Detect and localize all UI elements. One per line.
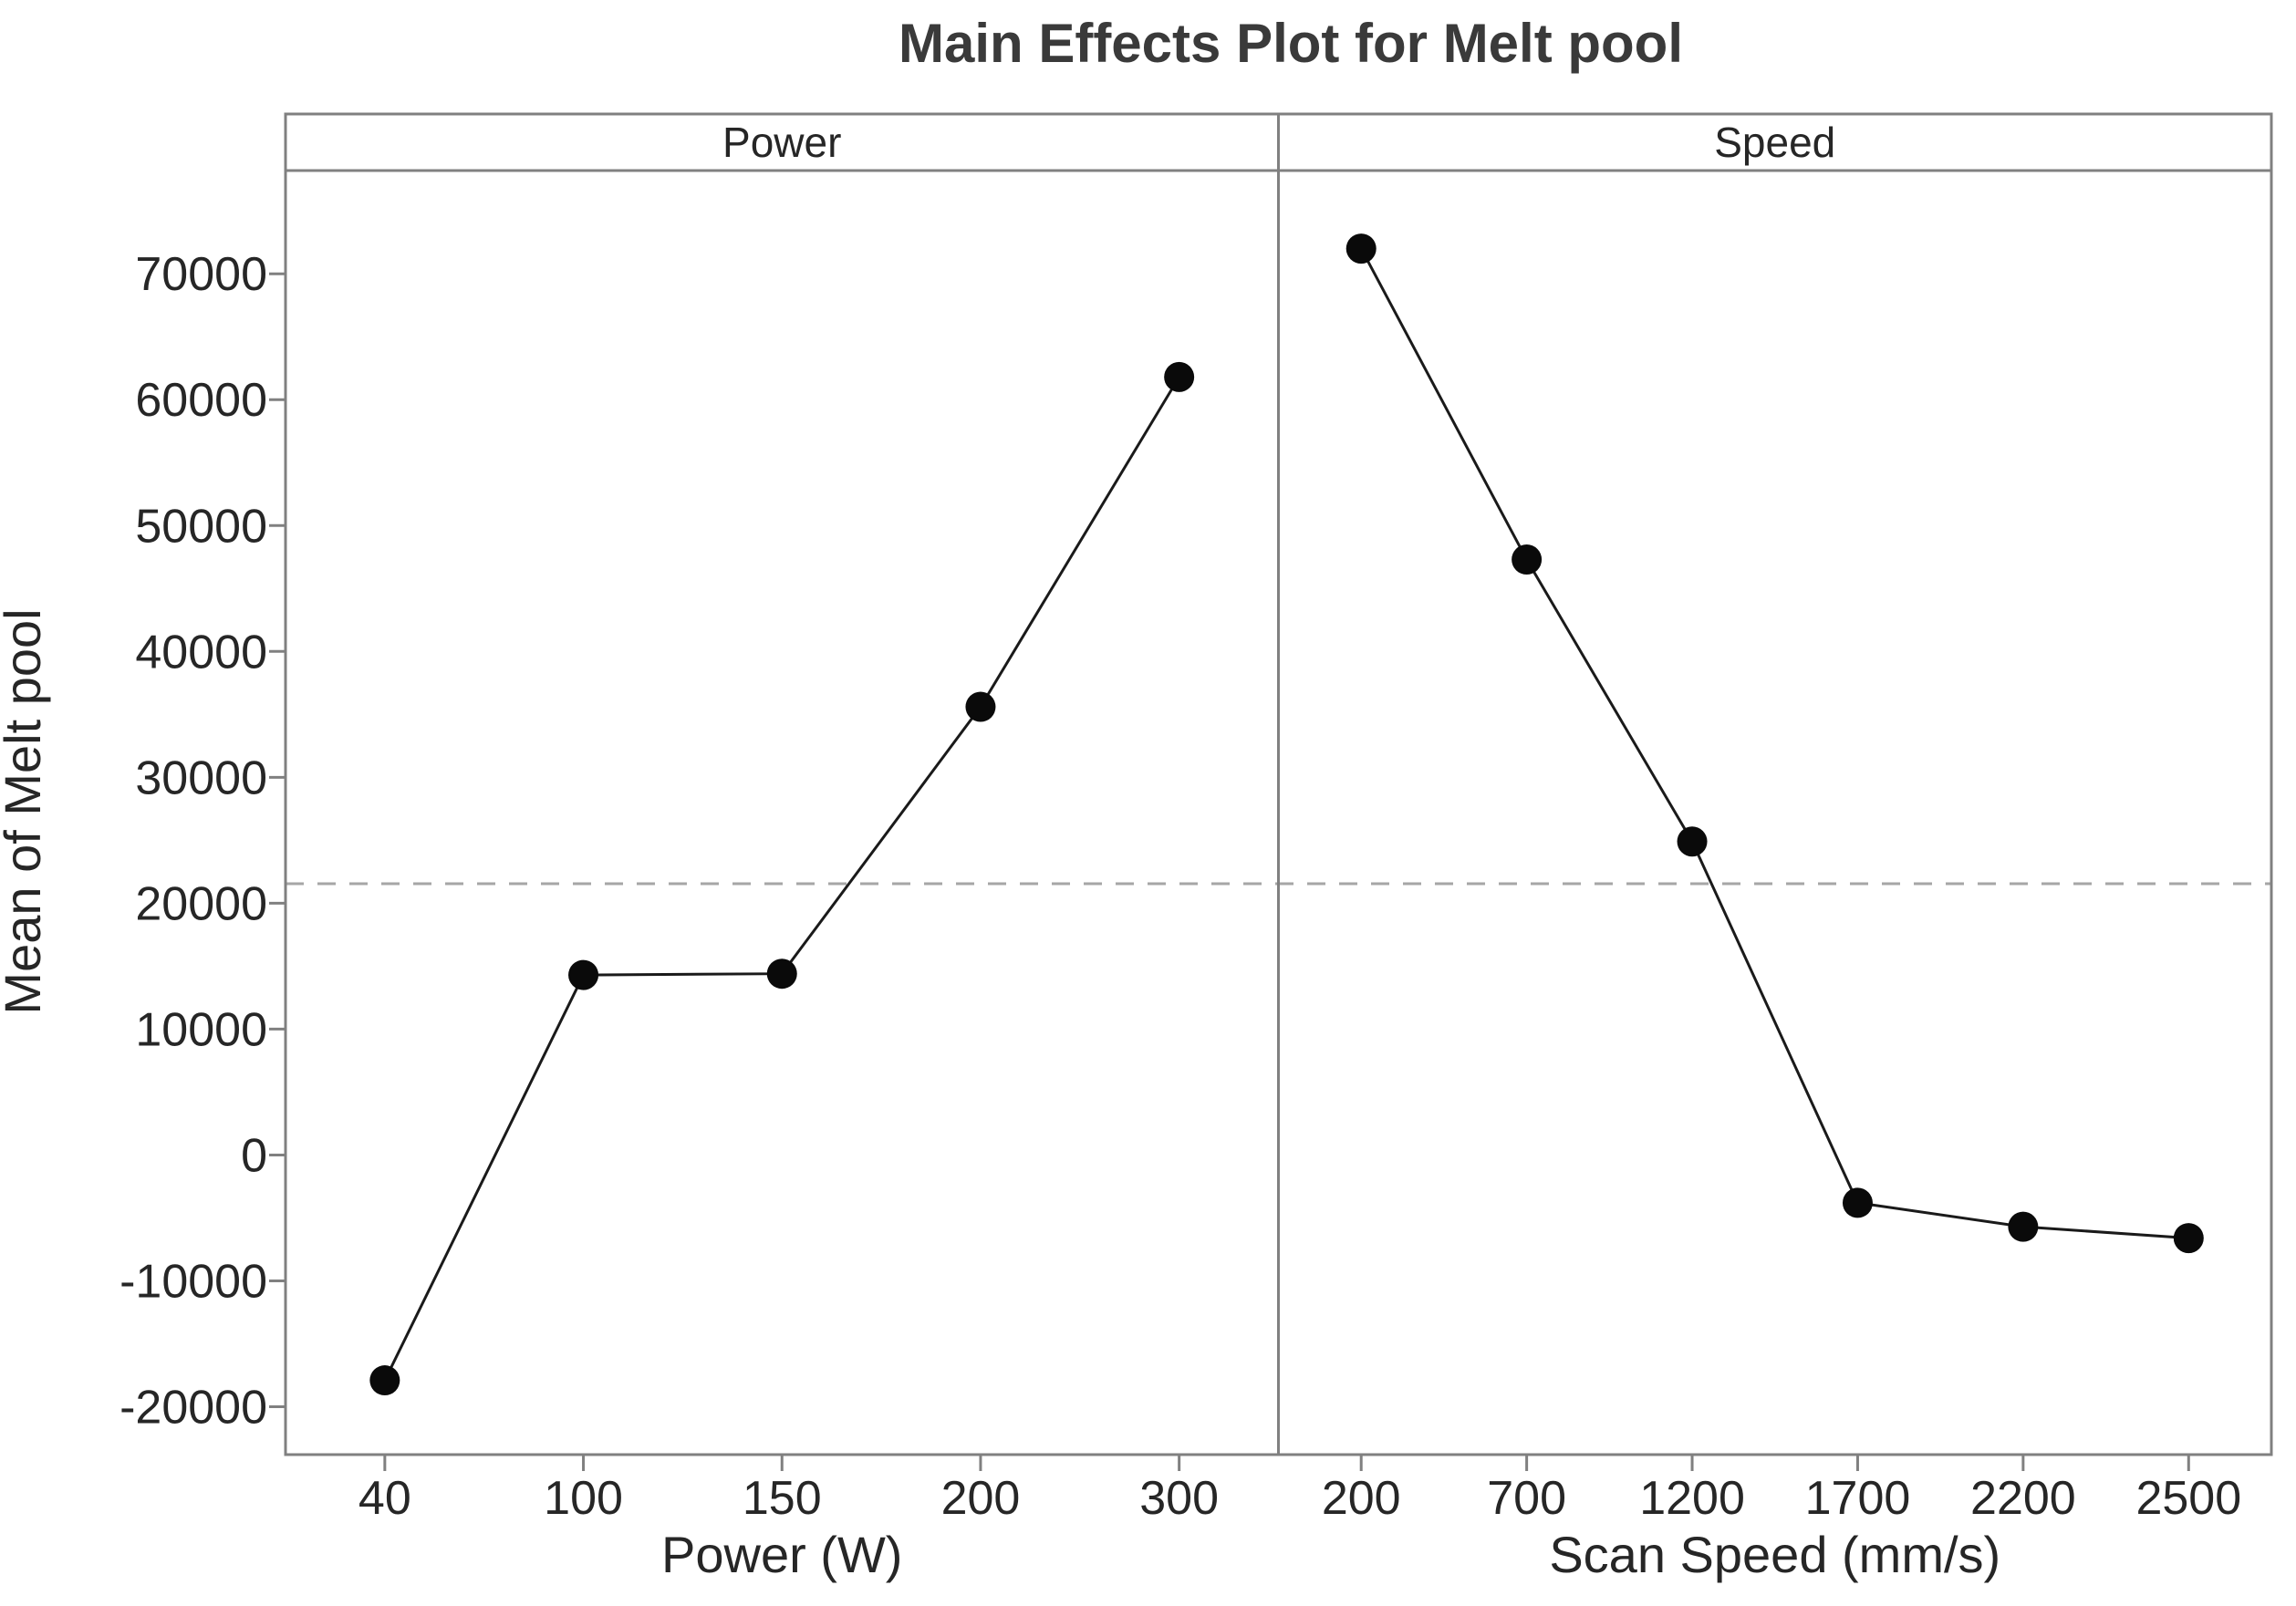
x-axis-title-speed: Scan Speed (mm/s) bbox=[1549, 1526, 2000, 1583]
x-tick-label: 100 bbox=[544, 1472, 623, 1525]
series-line-power bbox=[383, 376, 1180, 1382]
y-tick-label: 40000 bbox=[135, 626, 267, 679]
panel-header-power: Power bbox=[722, 119, 841, 166]
data-point bbox=[1345, 233, 1377, 264]
y-tick-label: 20000 bbox=[135, 877, 267, 930]
x-tick-label: 40 bbox=[358, 1472, 411, 1525]
y-tick-label: 30000 bbox=[135, 751, 267, 804]
x-tick-label: 2200 bbox=[1970, 1472, 2076, 1525]
x-tick-label: 700 bbox=[1487, 1472, 1566, 1525]
chart-title: Main Effects Plot for Melt pool bbox=[899, 13, 1683, 74]
x-tick-label: 300 bbox=[1139, 1472, 1219, 1525]
data-point bbox=[1677, 826, 1708, 857]
x-axis-title-power: Power (W) bbox=[661, 1526, 902, 1583]
x-tick-label: 1700 bbox=[1805, 1472, 1911, 1525]
y-axis-title: Mean of Melt pool bbox=[0, 608, 51, 1014]
data-point bbox=[1512, 544, 1543, 575]
data-point bbox=[568, 959, 599, 990]
data-point bbox=[766, 958, 797, 990]
data-point bbox=[1164, 361, 1195, 392]
data-point bbox=[965, 691, 996, 722]
y-tick-label: 70000 bbox=[135, 248, 267, 301]
y-tick-label: 50000 bbox=[135, 500, 267, 553]
data-point bbox=[2008, 1211, 2039, 1242]
series-line-speed bbox=[1359, 247, 2189, 1240]
x-tick-label: 200 bbox=[941, 1472, 1021, 1525]
y-tick-label: 60000 bbox=[135, 374, 267, 427]
data-point bbox=[1842, 1187, 1873, 1218]
x-tick-label: 150 bbox=[743, 1472, 822, 1525]
x-tick-label: 200 bbox=[1322, 1472, 1401, 1525]
y-tick-label: -20000 bbox=[119, 1382, 267, 1435]
data-point bbox=[369, 1365, 400, 1396]
x-tick-label: 1200 bbox=[1639, 1472, 1745, 1525]
y-tick-label: -10000 bbox=[119, 1256, 267, 1309]
data-point bbox=[2173, 1223, 2204, 1254]
x-tick-label: 2500 bbox=[2135, 1472, 2241, 1525]
y-tick-label: 10000 bbox=[135, 1003, 267, 1056]
panel-header-speed: Speed bbox=[1714, 119, 1835, 166]
y-tick-label: 0 bbox=[241, 1129, 267, 1182]
